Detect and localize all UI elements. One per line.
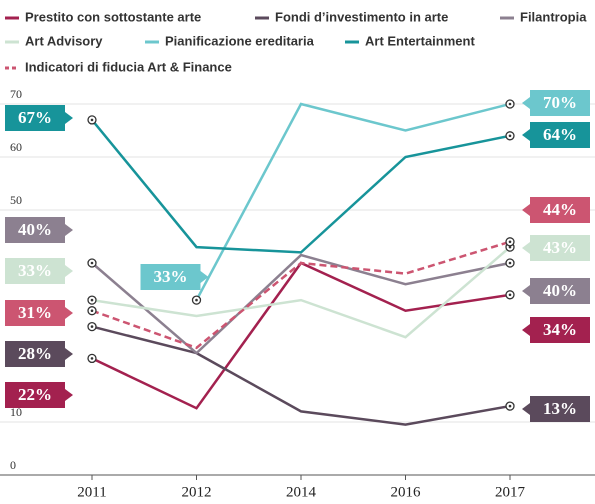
series-line [91, 119, 511, 254]
point-dot [90, 357, 94, 360]
x-tick-label: 2017 [495, 484, 526, 500]
value-label-box [522, 235, 590, 261]
point-dot [508, 293, 512, 297]
value-label: 33% [18, 261, 52, 280]
series-line [91, 253, 511, 355]
value-label: 33% [154, 267, 188, 286]
point-dot [508, 245, 512, 249]
point-dot [508, 240, 512, 244]
y-tick-label: 70 [10, 87, 22, 101]
value-label-box [5, 258, 73, 284]
point-dot [90, 261, 94, 265]
value-label: 34% [543, 320, 577, 339]
value-label-box [5, 217, 73, 243]
point-dot [508, 102, 512, 106]
value-label-box [5, 341, 73, 367]
value-label: 22% [18, 385, 52, 404]
value-label-box [5, 382, 73, 408]
point-dot [90, 118, 94, 122]
legend-label: Filantropia [520, 9, 587, 24]
value-label-box [522, 278, 590, 304]
point-dot [508, 134, 512, 138]
x-tick-label: 2012 [182, 484, 212, 500]
value-label-box [522, 317, 590, 343]
legend-label: Pianificazione ereditaria [165, 33, 315, 48]
point-dot [90, 325, 94, 328]
legend-label: Art Advisory [25, 33, 103, 48]
value-label: 40% [543, 281, 577, 300]
point-dot [90, 298, 94, 302]
value-label: 70% [543, 93, 577, 112]
y-tick-label: 0 [10, 458, 16, 472]
point-dot [195, 298, 198, 302]
point-dot [508, 261, 512, 265]
point-dot [90, 309, 94, 313]
value-label: 67% [18, 108, 52, 127]
value-label-box [5, 300, 73, 326]
value-label-box [522, 396, 590, 422]
value-label-box [522, 197, 590, 223]
y-tick-label: 10 [10, 405, 22, 419]
y-tick-label: 50 [10, 193, 22, 207]
value-label: 31% [18, 303, 52, 322]
value-label-box [522, 90, 590, 116]
series-line [195, 102, 511, 301]
series-line [91, 325, 511, 426]
legend-label: Fondi d’investimento in arte [275, 9, 448, 24]
x-tick-label: 2016 [391, 484, 422, 500]
series-line [91, 240, 511, 350]
value-label: 40% [18, 220, 52, 239]
legend-label: Indicatori di fiducia Art & Finance [25, 59, 232, 74]
value-label: 13% [543, 399, 577, 418]
value-label: 43% [543, 238, 577, 257]
series-line [91, 246, 511, 339]
value-label-box [5, 105, 73, 131]
value-label: 28% [18, 344, 52, 363]
legend-label: Prestito con sottostante arte [25, 9, 201, 24]
legend-label: Art Entertainment [365, 33, 475, 48]
x-tick-label: 2014 [286, 484, 317, 500]
x-tick-label: 2011 [77, 484, 106, 500]
value-label: 44% [543, 200, 577, 219]
y-tick-label: 60 [10, 140, 22, 154]
point-dot [508, 404, 512, 408]
value-label-box [522, 122, 590, 148]
value-label-box [140, 264, 209, 290]
value-label: 64% [543, 125, 577, 144]
